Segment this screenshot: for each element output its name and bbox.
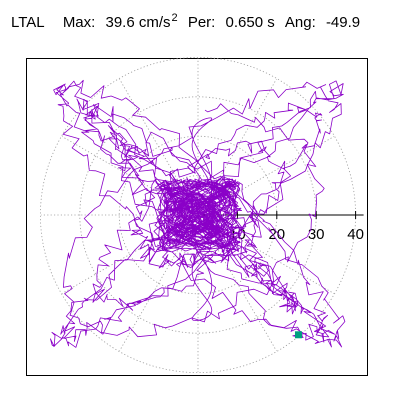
radial-tick-label: 30 — [308, 226, 325, 243]
angle-label: Ang: — [284, 14, 316, 31]
grid-spoke — [197, 214, 335, 294]
max-value: 39.6 cm/s — [105, 14, 171, 31]
grid-spoke — [61, 214, 199, 294]
plot-frame — [26, 58, 368, 376]
max-exponent: 2 — [171, 12, 178, 24]
motion-trace — [50, 79, 346, 348]
grid-spoke — [197, 78, 277, 216]
station-code: LTAL — [11, 14, 45, 31]
angle-value: -49.9 — [325, 14, 361, 31]
radial-tick-label: 20 — [268, 226, 285, 243]
max-label: Max: — [62, 14, 96, 31]
motion-trace-path — [50, 79, 346, 348]
chart-header: LTAL Max: 39.6 cm/s2 Per: 0.650 s Ang: -… — [11, 10, 360, 36]
grid-spoke — [61, 136, 199, 216]
grid-spoke — [197, 136, 335, 216]
grid-spoke — [119, 78, 199, 216]
radial-tick-label: 40 — [347, 226, 364, 243]
max-marker-layer — [294, 331, 302, 339]
period-value: 0.650 s — [225, 14, 275, 31]
period-label: Per: — [187, 14, 216, 31]
grid-spoke — [119, 214, 199, 352]
max-amplitude-marker — [294, 331, 302, 339]
